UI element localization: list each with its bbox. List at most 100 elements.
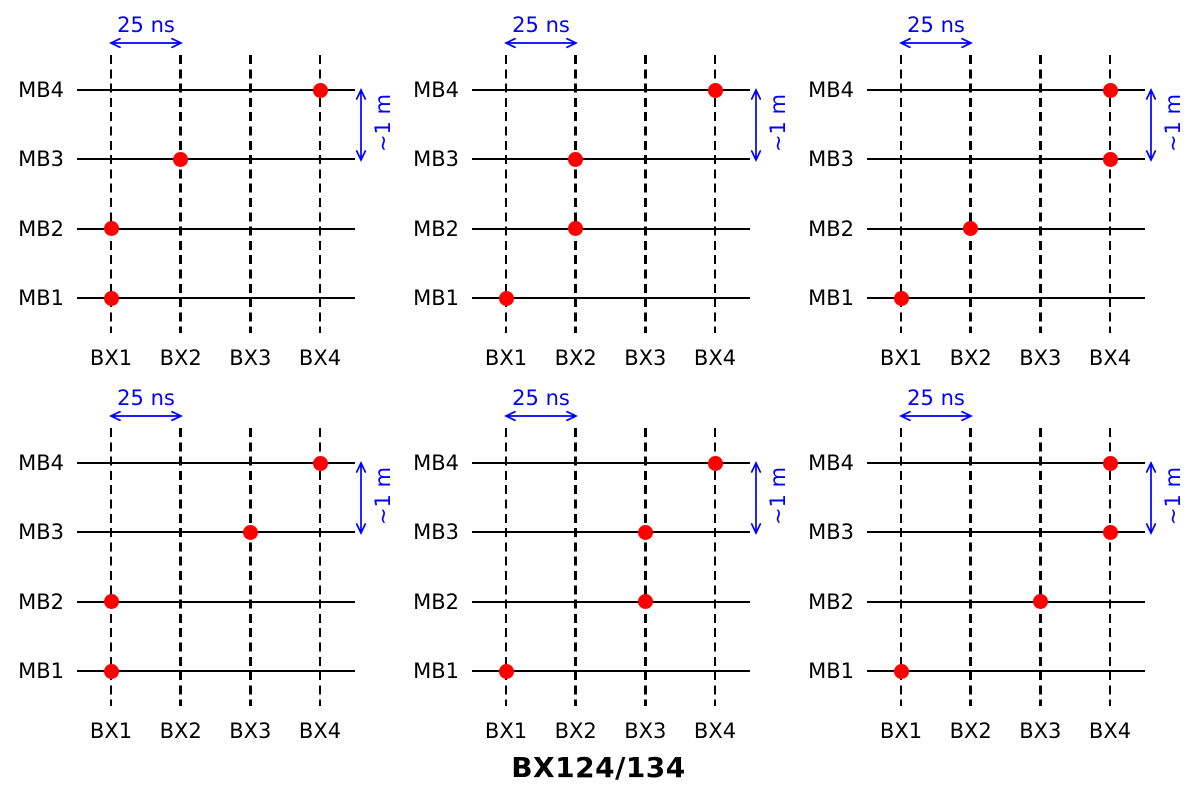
bx-gridline [109,428,113,706]
mb-axis-label: MB2 [413,589,459,614]
hit-dot [707,82,723,98]
hit-dot [707,455,723,471]
mb-axis-label: MB1 [18,286,64,310]
hit-dot [173,151,189,167]
mb-axis-label: MB3 [808,520,854,545]
hit-dot [1102,524,1118,540]
station-line [472,89,750,91]
distance-scale-label: ~1 m [1161,93,1185,153]
distance-scale-label: ~1 m [371,93,395,153]
bx-axis-label: BX2 [159,719,202,743]
distance-scale-arrow-icon [355,88,367,162]
station-line [867,531,1145,534]
mb-axis-label: MB2 [18,216,64,241]
bx-axis-label: BX3 [229,719,272,743]
bx-gridline [574,55,577,333]
bx-axis-label: BX4 [1088,346,1132,370]
bx-mb-panel: 25 ns ~1 m MB4 MB3 MB2 MB1 BX1 BX2 BX3 BX4 [395,0,794,373]
mb-axis-label: MB3 [413,520,459,545]
bx-gridline [574,428,577,706]
mb-axis-label: MB3 [18,520,64,545]
mb-axis-label: MB4 [18,451,64,475]
time-scale-arrow-icon [109,410,183,422]
bx-gridline [179,55,182,333]
bx-axis-label: BX4 [1088,719,1132,743]
bx-gridline [1039,428,1042,706]
bx-axis-label: BX1 [879,719,923,743]
hit-dot [103,594,119,610]
station-line [472,227,750,230]
distance-scale-label: ~1 m [766,466,790,526]
station-line [472,158,750,161]
bx-axis-label: BX3 [624,719,667,743]
bx-gridline [109,55,113,333]
station-line [472,600,750,603]
station-line [472,462,750,464]
time-scale-label: 25 ns [117,386,175,410]
bx-gridline [179,428,182,706]
bx-gridline [899,428,903,706]
bx-axis-label: BX4 [298,719,342,743]
hit-dot [1102,151,1118,167]
bx-axis-label: BX2 [554,346,597,370]
station-line [77,462,355,464]
mb-axis-label: MB1 [413,286,459,310]
distance-scale-arrow-icon [1145,88,1157,162]
bx-gridline [249,428,252,706]
hit-dot [893,663,909,679]
hit-dot [568,151,584,167]
mb-axis-label: MB3 [18,147,64,172]
station-line [472,670,750,672]
bx-gridline [644,55,647,333]
time-scale-arrow-icon [504,37,578,49]
bx-axis-label: BX1 [484,346,528,370]
time-scale-arrow-icon [504,410,578,422]
mb-axis-label: MB2 [413,216,459,241]
mb-axis-label: MB1 [413,659,459,683]
bx-axis-label: BX1 [89,346,133,370]
bx-axis-label: BX1 [89,719,133,743]
bx-axis-label: BX3 [1019,719,1062,743]
bx-axis-label: BX3 [1019,346,1062,370]
mb-axis-label: MB3 [413,147,459,172]
hit-dot [103,221,119,237]
station-line [77,297,355,299]
bx-gridline [969,55,972,333]
mb-axis-label: MB1 [808,286,854,310]
station-line [867,297,1145,299]
mb-axis-label: MB2 [808,589,854,614]
bx-gridline [318,428,322,706]
time-scale-arrow-icon [109,37,183,49]
station-line [77,531,355,534]
time-scale-label: 25 ns [512,13,570,37]
bx-axis-label: BX2 [159,346,202,370]
mb-axis-label: MB1 [18,659,64,683]
bx-axis-label: BX2 [949,346,992,370]
figure-caption: BX124/134 [511,751,686,784]
time-scale-arrow-icon [899,410,973,422]
mb-axis-label: MB4 [413,78,459,102]
hit-dot [893,290,909,306]
hit-dot [103,663,119,679]
figure-grid: 25 ns ~1 m MB4 MB3 MB2 MB1 BX1 BX2 BX3 BX4 25 … [18,0,1185,743]
hit-dot [1032,594,1048,610]
hit-dot [568,221,584,237]
station-line [472,297,750,299]
bx-gridline [249,55,252,333]
mb-axis-label: MB4 [413,451,459,475]
station-line [867,89,1145,91]
station-line [77,227,355,230]
mb-axis-label: MB4 [808,451,854,475]
bx-gridline [1108,55,1112,333]
station-line [77,158,355,161]
time-scale-label: 25 ns [117,13,175,37]
bx-gridline [1039,55,1042,333]
bx-axis-label: BX2 [949,719,992,743]
distance-scale-arrow-icon [355,461,367,535]
time-scale-label: 25 ns [907,13,965,37]
station-line [867,227,1145,230]
distance-scale-arrow-icon [1145,461,1157,535]
time-scale-arrow-icon [899,37,973,49]
distance-scale-label: ~1 m [371,466,395,526]
